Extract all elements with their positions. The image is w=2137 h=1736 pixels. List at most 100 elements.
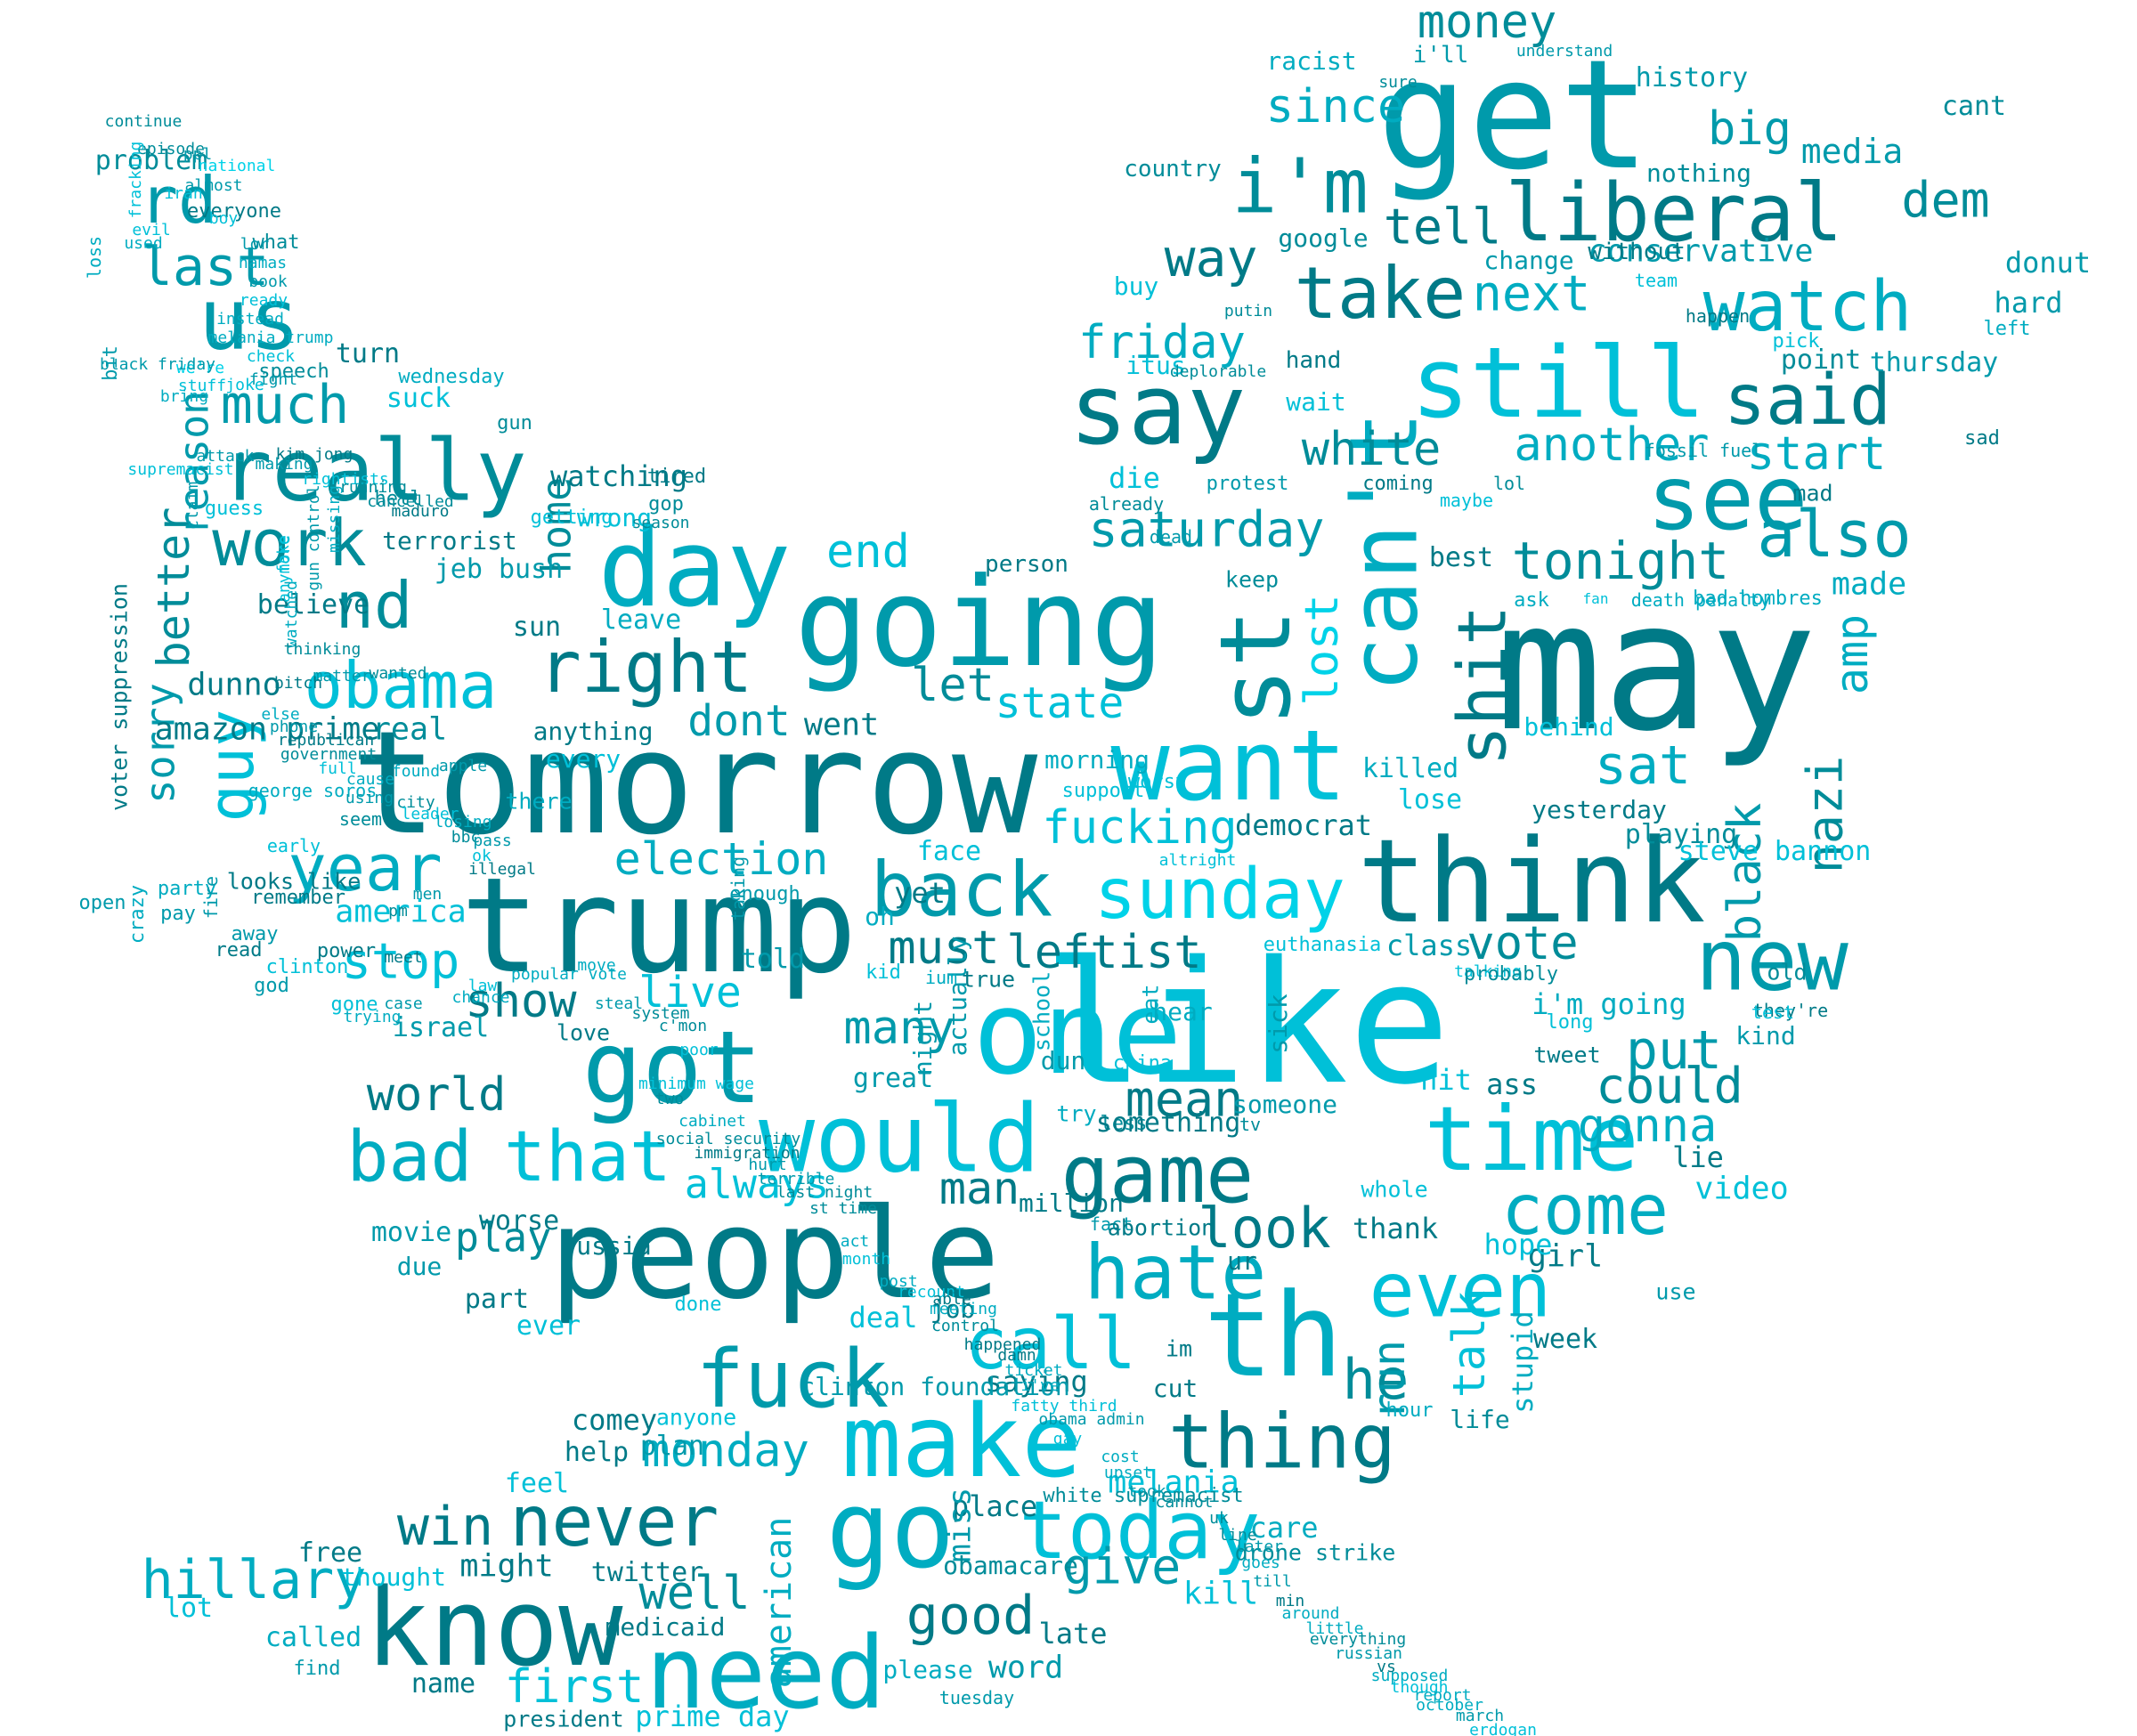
cloud-word: google xyxy=(1278,223,1369,253)
cloud-word: many xyxy=(843,1002,955,1055)
cloud-word: crazy xyxy=(126,884,149,945)
cloud-word: thinking xyxy=(283,640,362,659)
cloud-word: suck xyxy=(386,383,451,414)
cloud-word: rd xyxy=(139,163,217,238)
cloud-word: thursday xyxy=(1869,347,1999,378)
cloud-word: conservative xyxy=(1588,233,1814,270)
cloud-word: look xyxy=(1198,1196,1331,1261)
cloud-word: china xyxy=(1112,1052,1173,1075)
cloud-word: c'mon xyxy=(658,1017,708,1035)
cloud-word: put xyxy=(1625,1019,1723,1082)
cloud-word: national xyxy=(198,157,276,175)
cloud-word: around xyxy=(1281,1604,1340,1623)
cloud-word: dont xyxy=(687,696,791,746)
cloud-word: chance xyxy=(451,988,510,1007)
cloud-word: city xyxy=(396,793,435,812)
cloud-word: lose xyxy=(1397,784,1463,815)
cloud-word: wait xyxy=(1286,387,1346,417)
cloud-word: government xyxy=(280,745,378,764)
cloud-word: talking xyxy=(1454,962,1522,981)
cloud-word: leave xyxy=(600,604,682,636)
cloud-word: maduro xyxy=(391,502,450,521)
cloud-word: man xyxy=(938,1163,1020,1214)
cloud-word: class xyxy=(1385,929,1473,962)
cloud-word: tv xyxy=(1239,1114,1262,1135)
cloud-word: prime day xyxy=(635,1699,790,1733)
cloud-word: much xyxy=(220,374,350,436)
cloud-word: enough xyxy=(729,883,800,905)
cloud-word: minimum wage xyxy=(638,1075,755,1093)
cloud-word: sad xyxy=(1964,427,2000,450)
cloud-word: kid xyxy=(865,961,901,984)
cloud-word: one xyxy=(972,965,1182,1100)
cloud-word: life xyxy=(1450,1405,1510,1434)
cloud-word: support xyxy=(1061,780,1145,802)
cloud-word: obama xyxy=(304,648,498,723)
cloud-word: gun control xyxy=(305,484,323,591)
cloud-word: use xyxy=(1655,1278,1696,1305)
cloud-word: actually xyxy=(943,936,972,1057)
cloud-word: media xyxy=(1800,132,1904,171)
cloud-word: obamacare xyxy=(943,1551,1078,1580)
cloud-word: fact xyxy=(1089,1213,1134,1235)
cloud-word: hour xyxy=(1385,1399,1434,1422)
cloud-word: missing xyxy=(325,485,344,553)
cloud-word: remember xyxy=(251,887,345,909)
cloud-word: lie xyxy=(1672,1140,1724,1174)
cloud-word: turn xyxy=(335,338,401,369)
cloud-word: happened xyxy=(963,1335,1042,1354)
cloud-word: rightists xyxy=(302,470,389,489)
cloud-word: comey xyxy=(571,1403,658,1437)
cloud-word: tell xyxy=(1383,198,1502,256)
cloud-word: recount xyxy=(898,1283,965,1302)
cloud-word: looks like xyxy=(226,868,362,895)
cloud-word: feel xyxy=(504,1468,570,1499)
cloud-word: there xyxy=(505,788,573,815)
cloud-word: that xyxy=(504,1117,671,1197)
cloud-word: week xyxy=(1532,1324,1598,1355)
cloud-word: get xyxy=(1377,28,1651,204)
cloud-word: lor xyxy=(240,235,270,254)
cloud-word: going xyxy=(794,551,1165,694)
cloud-word: world xyxy=(366,1068,507,1122)
cloud-word: keep xyxy=(1224,566,1280,593)
cloud-word: probably xyxy=(1464,963,1558,986)
cloud-word: well xyxy=(638,1567,751,1620)
cloud-word: supremacist xyxy=(127,460,234,479)
cloud-word: god xyxy=(254,975,289,997)
cloud-word: cause xyxy=(345,770,395,789)
cloud-word: anyone xyxy=(655,1404,737,1431)
cloud-word: took xyxy=(1127,1482,1166,1501)
cloud-word: losing xyxy=(434,813,492,831)
cloud-word: fucking xyxy=(1042,801,1238,855)
cloud-word: gonna xyxy=(1577,1099,1718,1153)
cloud-word: face xyxy=(916,836,982,867)
cloud-word: wednesday xyxy=(398,366,505,388)
cloud-word: thank xyxy=(1352,1212,1439,1245)
cloud-word: october xyxy=(1416,1696,1483,1715)
cloud-word: claim xyxy=(183,481,202,531)
cloud-word: found xyxy=(391,762,441,781)
cloud-word: getting xyxy=(530,507,613,529)
cloud-word: cabinet xyxy=(678,1112,746,1131)
cloud-word: mean xyxy=(1125,1070,1244,1128)
cloud-word: free xyxy=(297,1537,363,1569)
cloud-word: could xyxy=(1596,1057,1743,1115)
cloud-word: book xyxy=(248,272,288,291)
cloud-word: trump xyxy=(460,849,857,1002)
cloud-word: behind xyxy=(1524,712,1614,742)
cloud-word: without xyxy=(1588,239,1686,265)
cloud-word: cant xyxy=(1941,91,2007,122)
cloud-word: speech xyxy=(258,361,329,383)
cloud-word: party xyxy=(157,878,217,900)
cloud-word: fracking xyxy=(126,141,145,219)
cloud-word: two xyxy=(654,1090,685,1108)
cloud-word: school xyxy=(1028,970,1055,1052)
cloud-word: jeb bush xyxy=(434,554,564,585)
cloud-word: dem xyxy=(1901,171,1990,229)
cloud-word: take xyxy=(1294,252,1467,335)
cloud-word: time xyxy=(1424,1087,1639,1191)
cloud-word: sun xyxy=(512,612,562,643)
cloud-word: act xyxy=(840,1232,870,1251)
cloud-word: video xyxy=(1694,1171,1789,1207)
